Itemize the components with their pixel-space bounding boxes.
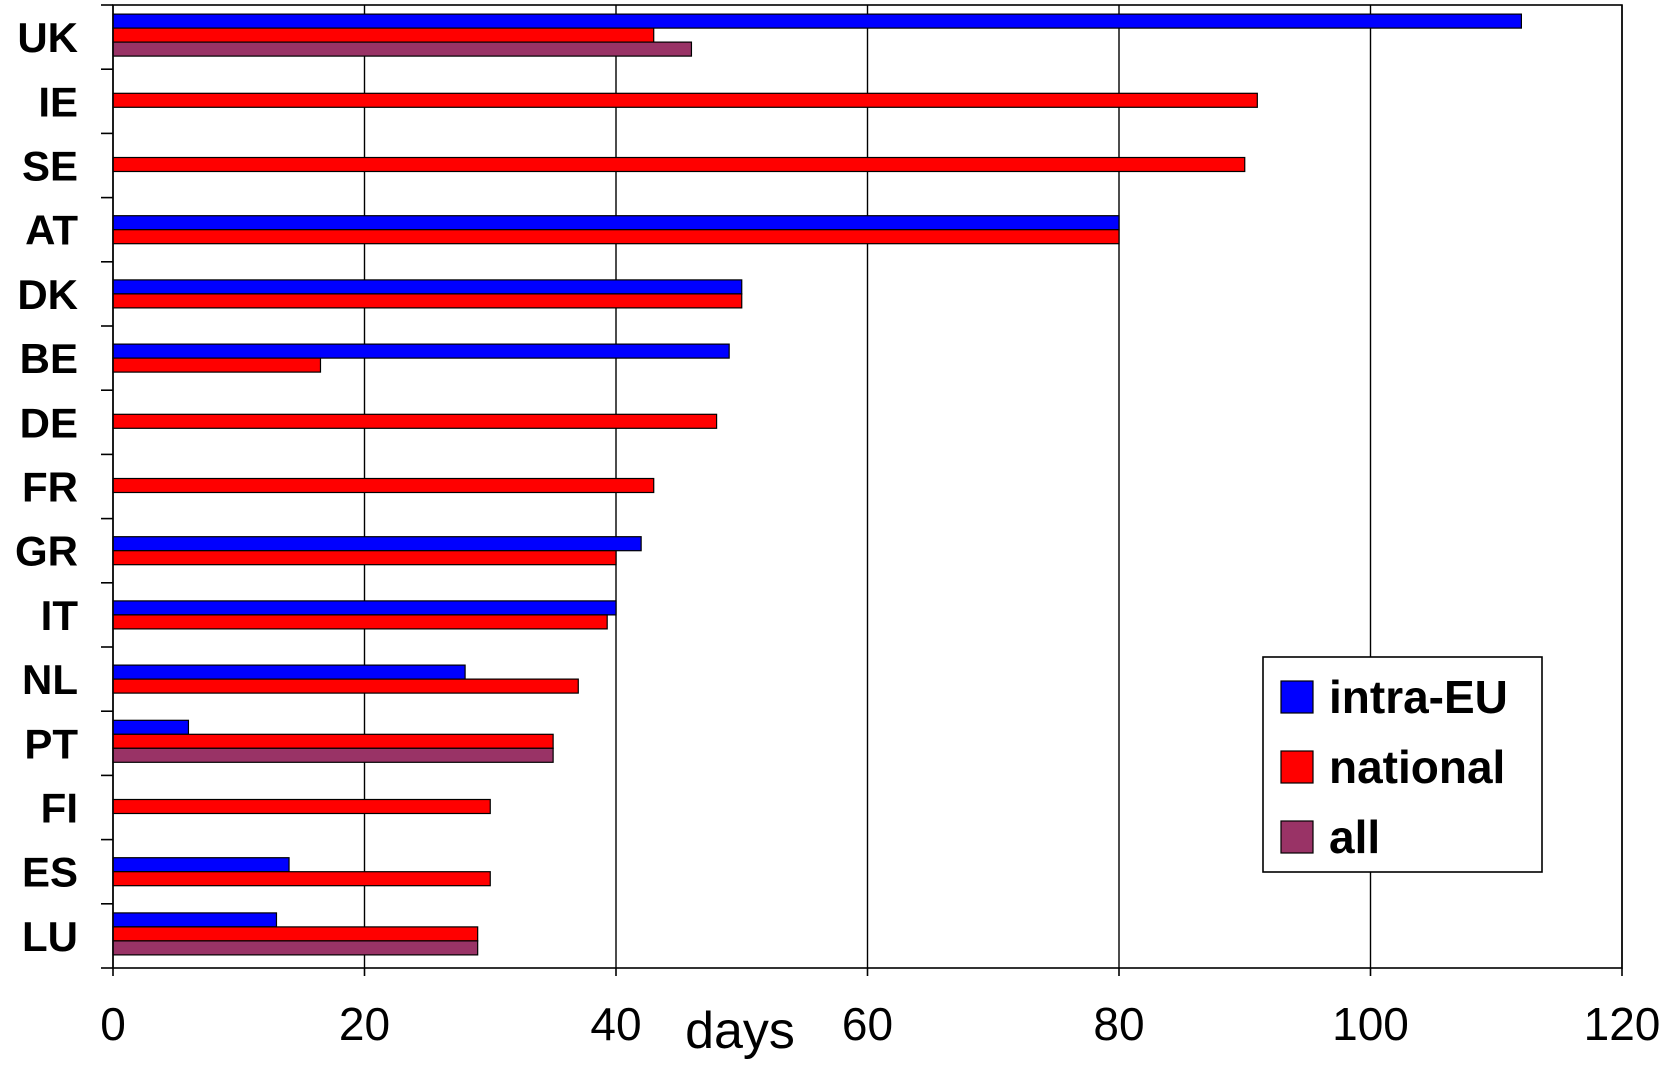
x-axis-title: days (685, 1002, 795, 1060)
bar-gr-intra-eu (112, 536, 642, 552)
category-label: LU (22, 913, 78, 960)
bar-ie-national (112, 92, 1258, 108)
legend-swatch (1280, 680, 1314, 714)
bar-es-intra-eu (112, 857, 290, 873)
legend-swatch (1280, 750, 1314, 784)
bar-pt-national (112, 733, 554, 749)
category-labels: UK IE SE AT DK BE DE FR GR IT NL PT FI ES LU (15, 14, 78, 960)
x-tick-label: 120 (1584, 998, 1661, 1050)
bar-be-intra-eu (112, 343, 730, 359)
x-tick-label: 0 (100, 998, 126, 1050)
bar-fr-national (112, 477, 655, 494)
category-label: NL (22, 656, 78, 703)
category-label: DE (20, 399, 78, 446)
bar-gr-national (112, 550, 617, 566)
bar-at-national (112, 229, 1120, 245)
bar-uk-all (112, 41, 693, 57)
category-label: UK (17, 14, 78, 61)
legend-swatch (1280, 820, 1314, 854)
category-label: FR (22, 464, 78, 511)
bar-dk-intra-eu (112, 279, 743, 295)
bar-lu-intra-eu (112, 912, 278, 928)
bar-lu-national (112, 926, 479, 942)
x-tick-label: 60 (842, 998, 893, 1050)
category-label: SE (22, 143, 78, 190)
bar-lu-all (112, 940, 479, 956)
bar-fi-national (112, 798, 491, 815)
bar-be-national (112, 357, 322, 373)
bar-uk-intra-eu (112, 13, 1523, 29)
category-label: ES (22, 849, 78, 896)
bars (112, 13, 1523, 956)
legend-label: national (1329, 741, 1505, 793)
x-tick-label: 20 (339, 998, 390, 1050)
bar-it-national (112, 614, 608, 630)
category-label: IE (38, 78, 78, 125)
bar-dk-national (112, 293, 743, 309)
category-label: DK (17, 271, 78, 318)
bar-nl-national (112, 678, 579, 694)
bar-es-national (112, 871, 491, 887)
category-label: GR (15, 528, 78, 575)
category-label: PT (24, 720, 78, 767)
bar-at-intra-eu (112, 215, 1120, 231)
category-label: AT (25, 207, 78, 254)
bar-uk-national (112, 27, 655, 43)
category-label: IT (41, 592, 79, 639)
axes (101, 4, 1623, 976)
bar-it-intra-eu (112, 600, 617, 616)
bar-nl-intra-eu (112, 664, 466, 680)
legend-label: intra-EU (1329, 671, 1508, 723)
legend: intra-EU national all (1262, 656, 1543, 873)
bar-de-national (112, 413, 718, 429)
bar-pt-all (112, 747, 554, 763)
x-tick-label: 100 (1332, 998, 1409, 1050)
x-tick-labels: 0 20 40 60 80 100 120 (100, 998, 1660, 1050)
x-tick-label: 40 (590, 998, 641, 1050)
bar-se-national (112, 156, 1246, 173)
bar-pt-intra-eu (112, 719, 190, 735)
plot-frame (112, 4, 1623, 969)
legend-label: all (1329, 811, 1380, 863)
category-label: BE (20, 335, 78, 382)
x-tick-label: 80 (1093, 998, 1144, 1050)
category-label: FI (41, 785, 78, 832)
